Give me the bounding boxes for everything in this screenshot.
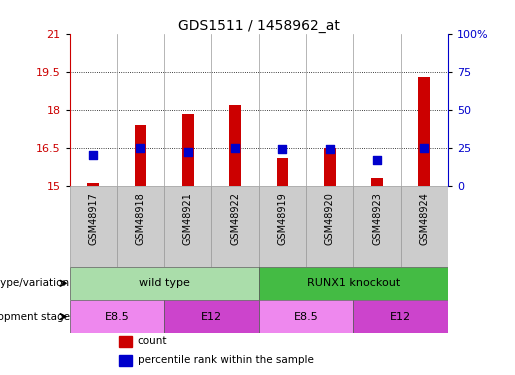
Bar <box>212 186 259 267</box>
Bar <box>353 186 401 267</box>
Title: GDS1511 / 1458962_at: GDS1511 / 1458962_at <box>178 19 340 33</box>
Text: count: count <box>138 336 167 346</box>
Text: genotype/variation: genotype/variation <box>0 278 70 288</box>
Text: RUNX1 knockout: RUNX1 knockout <box>307 278 400 288</box>
Bar <box>182 114 194 186</box>
Point <box>373 157 381 163</box>
Text: development stage: development stage <box>0 312 70 322</box>
Bar <box>134 125 146 186</box>
Point <box>325 146 334 152</box>
Bar <box>306 186 353 267</box>
Bar <box>119 336 132 346</box>
Bar <box>164 186 212 267</box>
Text: GSM48919: GSM48919 <box>278 192 287 245</box>
Bar <box>119 355 132 366</box>
Text: GSM48923: GSM48923 <box>372 192 382 245</box>
Text: percentile rank within the sample: percentile rank within the sample <box>138 355 314 365</box>
Bar <box>87 183 99 186</box>
Bar <box>259 300 353 333</box>
Point <box>420 145 428 151</box>
Text: E8.5: E8.5 <box>105 312 129 322</box>
Text: GSM48922: GSM48922 <box>230 192 240 245</box>
Bar <box>324 148 336 186</box>
Text: E12: E12 <box>201 312 222 322</box>
Point <box>231 145 239 151</box>
Bar <box>70 186 117 267</box>
Bar <box>70 267 259 300</box>
Bar <box>117 186 164 267</box>
Bar <box>259 186 306 267</box>
Text: GSM48918: GSM48918 <box>135 192 146 245</box>
Bar <box>229 105 241 186</box>
Point <box>136 145 145 151</box>
Text: wild type: wild type <box>139 278 190 288</box>
Bar <box>164 300 259 333</box>
Text: GSM48924: GSM48924 <box>419 192 430 245</box>
Text: E12: E12 <box>390 312 411 322</box>
Bar <box>277 158 288 186</box>
Point <box>89 153 97 159</box>
Point <box>184 149 192 155</box>
Bar <box>371 178 383 186</box>
Bar <box>401 186 448 267</box>
Text: GSM48920: GSM48920 <box>325 192 335 245</box>
Point <box>278 146 286 152</box>
Bar <box>259 267 448 300</box>
Bar <box>353 300 448 333</box>
Text: GSM48917: GSM48917 <box>88 192 98 245</box>
Text: GSM48921: GSM48921 <box>183 192 193 245</box>
Bar <box>419 77 431 186</box>
Text: E8.5: E8.5 <box>294 312 318 322</box>
Bar <box>70 300 164 333</box>
